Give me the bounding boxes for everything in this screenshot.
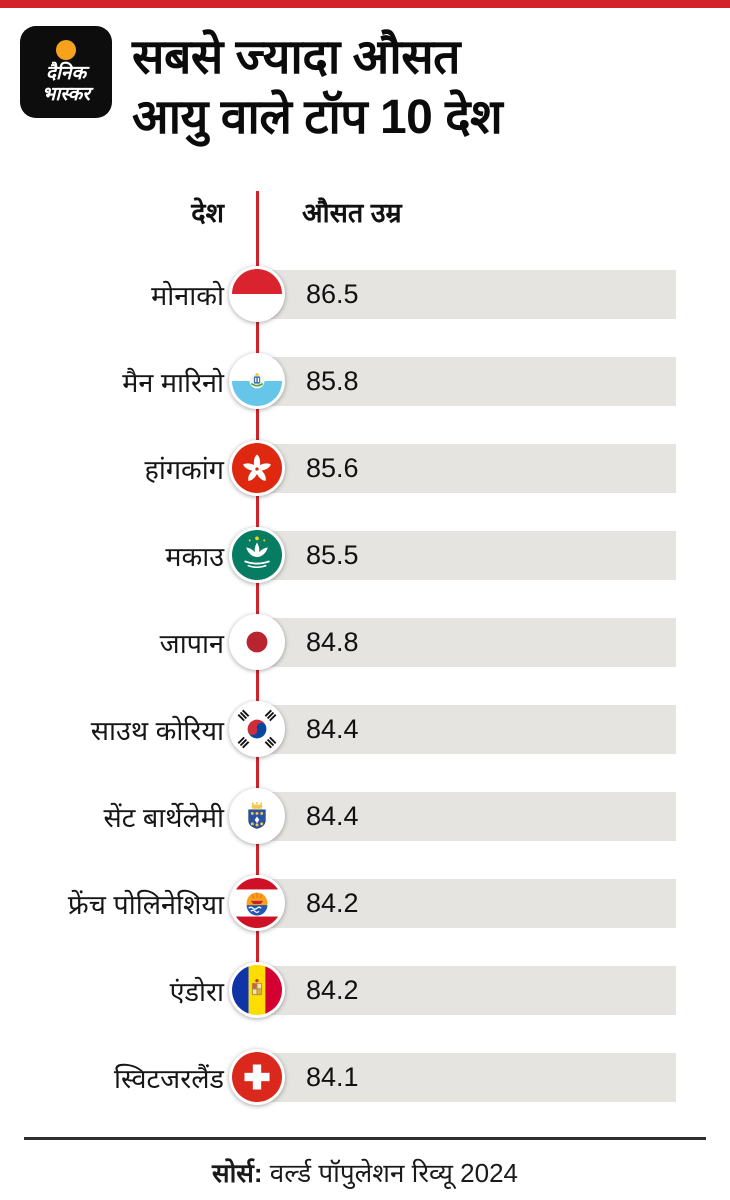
table-row: स्विटजरलैंड 84.1 xyxy=(0,1034,730,1121)
value-label: 85.6 xyxy=(306,453,359,484)
value-bar: 85.6 xyxy=(260,444,676,494)
page-title: सबसे ज्यादा औसत आयु वाले टॉप 10 देश xyxy=(132,26,503,147)
sun-icon xyxy=(56,39,76,60)
value-label: 86.5 xyxy=(306,279,359,310)
value-bar: 84.4 xyxy=(260,705,676,755)
south-korea-flag-icon xyxy=(229,701,285,758)
monaco-flag-icon xyxy=(229,266,285,323)
country-label: फ्रेंच पोलिनेशिया xyxy=(67,890,224,921)
value-label: 84.4 xyxy=(306,714,359,745)
andorra-flag-icon xyxy=(229,962,285,1019)
value-label: 85.5 xyxy=(306,540,359,571)
value-bar: 84.8 xyxy=(260,618,676,668)
dainik-bhaskar-logo: दैनिक भास्कर xyxy=(20,26,112,118)
value-label: 85.8 xyxy=(306,366,359,397)
life-expectancy-chart: देश औसत उम्र मोनाको 86.5 मैन मारिनो 85.8 xyxy=(0,189,730,1121)
value-label: 84.2 xyxy=(306,975,359,1006)
table-row: साउथ कोरिया 84.4 xyxy=(0,686,730,773)
column-headers: देश औसत उम्र xyxy=(0,189,730,251)
hong-kong-flag-icon xyxy=(229,440,285,497)
saint-barthelemy-flag-icon xyxy=(229,788,285,845)
country-label: स्विटजरलैंड xyxy=(114,1064,224,1095)
value-label: 84.8 xyxy=(306,627,359,658)
page-title-line1: सबसे ज्यादा औसत xyxy=(132,31,461,84)
table-row: सेंट बार्थेलेमी 84.4 xyxy=(0,773,730,860)
table-row: फ्रेंच पोलिनेशिया 84.2 xyxy=(0,860,730,947)
value-label: 84.1 xyxy=(306,1062,359,1093)
logo-text-line1: दैनिक xyxy=(45,62,87,84)
header: दैनिक भास्कर सबसे ज्यादा औसत आयु वाले टॉ… xyxy=(0,8,730,147)
country-label: जापान xyxy=(159,629,224,660)
table-row: मैन मारिनो 85.8 xyxy=(0,338,730,425)
page-title-line2: आयु वाले टॉप 10 देश xyxy=(132,90,503,144)
table-row: मकाउ 85.5 xyxy=(0,512,730,599)
macau-flag-icon xyxy=(229,527,285,584)
top-accent-strip xyxy=(0,0,730,8)
logo-text-line2: भास्कर xyxy=(41,83,91,105)
table-row: मोनाको 86.5 xyxy=(0,251,730,338)
value-bar: 84.2 xyxy=(260,879,676,929)
country-label: सेंट बार्थेलेमी xyxy=(103,803,224,834)
country-label: मोनाको xyxy=(151,281,224,312)
value-bar: 86.5 xyxy=(260,270,676,320)
value-bar: 85.8 xyxy=(260,357,676,407)
source-value: वर्ल्ड पॉपुलेशन रिव्यू 2024 xyxy=(262,1158,518,1189)
country-label: साउथ कोरिया xyxy=(90,716,224,747)
value-label: 84.2 xyxy=(306,888,359,919)
country-label: एंडोरा xyxy=(169,977,224,1008)
japan-flag-icon xyxy=(229,614,285,671)
switzerland-flag-icon xyxy=(229,1049,285,1106)
table-row: हांगकांग 85.6 xyxy=(0,425,730,512)
source-text: सोर्स: वर्ल्ड पॉपुलेशन रिव्यू 2024 xyxy=(24,1154,706,1190)
country-label: हांगकांग xyxy=(144,455,224,486)
source-divider xyxy=(24,1137,706,1141)
value-bar: 84.4 xyxy=(260,792,676,842)
column-header-country: देश xyxy=(191,198,224,229)
value-label: 84.4 xyxy=(306,801,359,832)
country-label: मकाउ xyxy=(165,542,224,573)
country-label: मैन मारिनो xyxy=(122,368,224,399)
footer: सोर्स: वर्ल्ड पॉपुलेशन रिव्यू 2024 xyxy=(24,1137,706,1190)
source-label: सोर्स: xyxy=(212,1158,263,1189)
french-polynesia-flag-icon xyxy=(229,875,285,932)
table-row: एंडोरा 84.2 xyxy=(0,947,730,1034)
value-bar: 84.2 xyxy=(260,966,676,1016)
table-row: जापान 84.8 xyxy=(0,599,730,686)
value-bar: 85.5 xyxy=(260,531,676,581)
column-header-age: औसत उम्र xyxy=(302,198,402,229)
timeline-axis-line xyxy=(256,191,259,1019)
san-marino-flag-icon xyxy=(229,353,285,410)
value-bar: 84.1 xyxy=(260,1053,676,1103)
